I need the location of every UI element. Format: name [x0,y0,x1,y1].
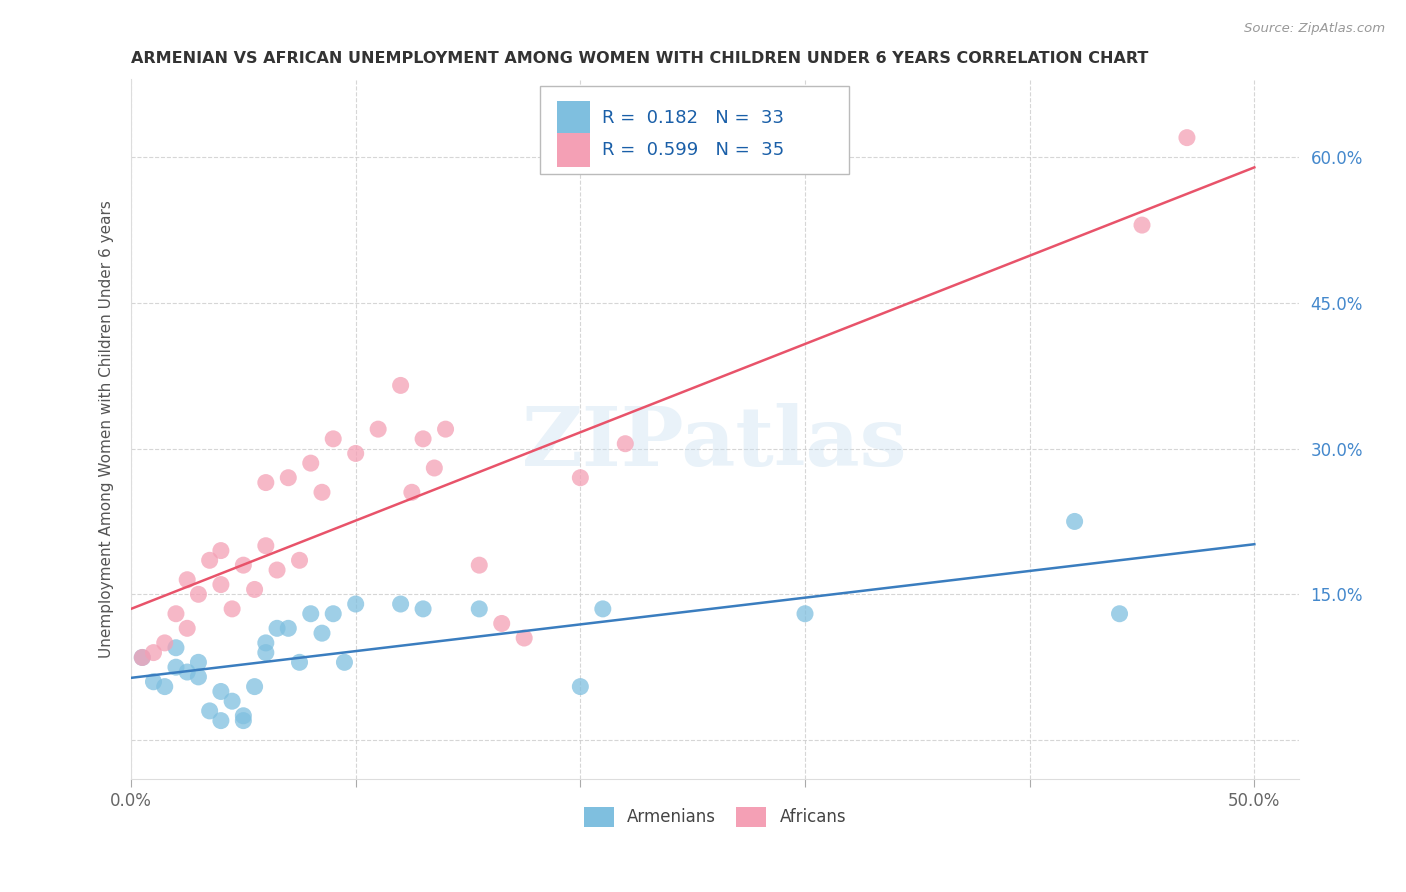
Point [569,471,592,485]
Point [131,650,153,665]
Point [209,684,232,698]
Point [254,475,277,490]
Point [187,656,209,670]
Point [513,631,536,645]
FancyBboxPatch shape [557,101,591,135]
Point [1108,607,1130,621]
Point [221,694,243,708]
Point [176,665,198,679]
Point [468,602,491,616]
Point [794,607,817,621]
Point [277,471,299,485]
Point [614,436,637,450]
Legend: Armenians, Africans: Armenians, Africans [578,800,853,833]
Point [232,714,254,728]
Point [209,543,232,558]
Point [165,660,187,674]
Point [165,640,187,655]
Point [254,646,277,660]
Point [389,597,412,611]
Point [266,621,288,635]
Point [311,485,333,500]
Point [198,704,221,718]
Text: ARMENIAN VS AFRICAN UNEMPLOYMENT AMONG WOMEN WITH CHILDREN UNDER 6 YEARS CORRELA: ARMENIAN VS AFRICAN UNEMPLOYMENT AMONG W… [131,51,1149,66]
Point [277,621,299,635]
Point [187,670,209,684]
Point [176,573,198,587]
Text: R =  0.182   N =  33: R = 0.182 N = 33 [602,109,783,127]
Point [299,456,322,470]
Point [221,602,243,616]
FancyBboxPatch shape [540,87,849,174]
Point [468,558,491,573]
Point [412,602,434,616]
Point [322,432,344,446]
Point [165,607,187,621]
Point [401,485,423,500]
Point [434,422,457,436]
Point [254,539,277,553]
Point [1130,218,1153,232]
Point [423,461,446,475]
Point [142,674,165,689]
Point [344,597,367,611]
Point [232,708,254,723]
Point [344,446,367,460]
Point [142,646,165,660]
Text: R =  0.599   N =  35: R = 0.599 N = 35 [602,141,785,159]
Point [299,607,322,621]
Point [288,553,311,567]
FancyBboxPatch shape [557,134,591,167]
Point [367,422,389,436]
Point [569,680,592,694]
Point [153,636,176,650]
Point [491,616,513,631]
Point [131,650,153,665]
Text: Source: ZipAtlas.com: Source: ZipAtlas.com [1244,22,1385,36]
Point [198,553,221,567]
Point [209,577,232,591]
Point [288,656,311,670]
Point [209,714,232,728]
Point [412,432,434,446]
Point [322,607,344,621]
Point [243,582,266,597]
Point [243,680,266,694]
Point [176,621,198,635]
Point [389,378,412,392]
Point [311,626,333,640]
Point [266,563,288,577]
Text: ZIPatlas: ZIPatlas [523,403,908,483]
Point [592,602,614,616]
Point [333,656,356,670]
Point [232,558,254,573]
Y-axis label: Unemployment Among Women with Children Under 6 years: Unemployment Among Women with Children U… [100,200,114,658]
Point [254,636,277,650]
Point [187,587,209,601]
Point [1063,515,1085,529]
Point [1175,130,1198,145]
Point [153,680,176,694]
